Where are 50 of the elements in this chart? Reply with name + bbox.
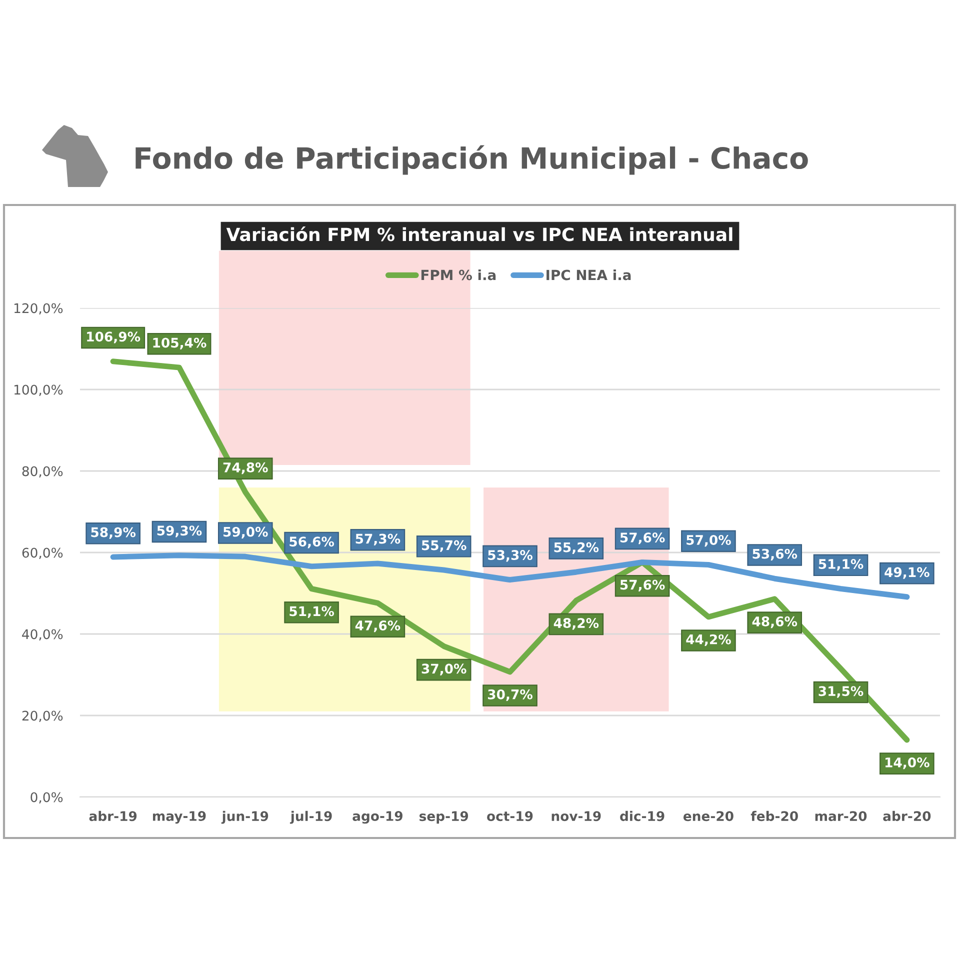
x-tick-label: abr-19	[89, 810, 137, 822]
chart-title: Fondo de Participación Municipal - Chaco	[136, 145, 808, 175]
data-label: 53,3%	[488, 550, 532, 562]
data-label: 74,8%	[223, 462, 268, 474]
data-label: 59,0%	[224, 526, 268, 538]
data-label: 48,2%	[554, 618, 599, 630]
x-tick-label: sep-19	[419, 811, 468, 824]
data-label: 48,6%	[752, 616, 798, 628]
data-label: 57,3%	[356, 534, 400, 546]
y-tick-label: 60,0%	[22, 548, 63, 560]
data-label: 106,9%	[87, 332, 140, 344]
data-label: 55,2%	[554, 542, 599, 554]
data-label: 57,6%	[620, 532, 665, 544]
chart-subtitle: Variación FPM % interanual vs IPC NEA interanual	[226, 226, 732, 242]
data-label: 59,3%	[157, 526, 202, 538]
data-label: 57,0%	[686, 534, 731, 547]
data-label: 56,6%	[290, 536, 334, 548]
y-tick-label: 120,0%	[14, 303, 63, 315]
data-label: 30,7%	[488, 689, 532, 702]
x-tick-label: mar-20	[815, 811, 867, 822]
x-tick-label: feb-20	[750, 810, 798, 822]
y-tick-label: 40,0%	[22, 629, 63, 641]
x-tick-label: oct-19	[487, 811, 533, 822]
data-label: 53,6%	[752, 548, 798, 560]
data-label: 44,2%	[686, 634, 731, 646]
data-label: 55,7%	[422, 540, 466, 552]
data-label: 58,9%	[91, 527, 136, 539]
data-label: 14,0%	[886, 757, 930, 770]
y-tick-label: 20,0%	[22, 710, 63, 722]
x-tick-label: ago-19	[352, 811, 402, 824]
x-tick-label: ene-20	[683, 811, 734, 822]
data-label: 51,1%	[290, 606, 334, 618]
x-tick-label: jul-19	[290, 810, 332, 824]
data-label: 105,4%	[153, 338, 206, 350]
y-tick-label: 0,0%	[30, 792, 63, 804]
data-label: 49,1%	[884, 567, 930, 579]
x-tick-label: abr-20	[883, 810, 931, 822]
x-tick-label: may-19	[152, 811, 206, 824]
x-tick-label: dic-19	[620, 810, 664, 822]
legend-label: IPC NEA i.a	[546, 269, 631, 280]
legend-label: FPM % i.a	[421, 269, 496, 280]
data-label: 51,1%	[818, 559, 864, 571]
x-tick-label: jun-19	[221, 810, 268, 824]
y-tick-label: 100,0%	[14, 384, 63, 396]
data-label: 57,6%	[620, 580, 665, 592]
x-tick-label: nov-19	[552, 811, 601, 822]
data-label: 47,6%	[355, 620, 400, 632]
data-label: 31,5%	[818, 686, 864, 698]
y-tick-label: 80,0%	[22, 466, 63, 478]
data-label: 37,0%	[422, 664, 466, 676]
